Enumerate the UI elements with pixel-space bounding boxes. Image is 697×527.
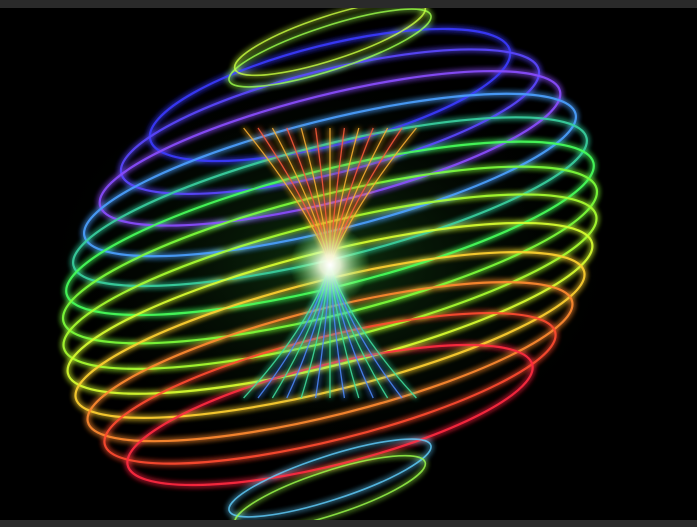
light-spiral-image <box>0 8 697 520</box>
center-glow <box>290 225 370 305</box>
page: (() => { JSON.parse(document.getElementB… <box>0 0 697 527</box>
image-frame <box>0 8 697 520</box>
